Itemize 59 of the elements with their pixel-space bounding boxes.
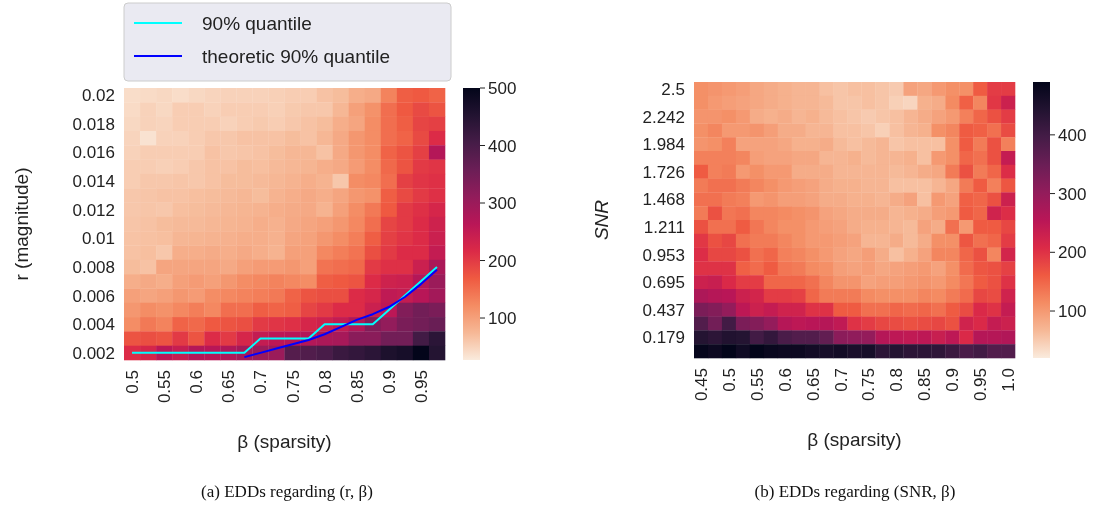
y-tick-label: 0.002: [72, 343, 115, 363]
color-bar-label: 100: [488, 309, 517, 329]
y-axis-title: r (magnitude): [11, 167, 32, 281]
y-tick-label: 0.008: [72, 257, 115, 277]
color-bar-label: 300: [1058, 184, 1087, 204]
y-tick-label: 1.726: [642, 162, 685, 182]
y-tick-label: 0.01: [81, 229, 115, 249]
y-tick-label: 0.02: [81, 86, 115, 106]
x-tick-label: 0.75: [859, 368, 879, 402]
text: (a) EDDs regarding (r, β): [201, 482, 373, 501]
text: (b) EDDs regarding (SNR, β): [754, 482, 956, 501]
x-tick-label: 0.55: [747, 368, 767, 402]
x-tick-label: 0.85: [347, 370, 367, 404]
x-tick-label: 1.0: [999, 368, 1019, 392]
x-tick-label: 0.5: [719, 368, 739, 392]
y-tick-label: 1.984: [642, 135, 685, 155]
x-tick-label: 0.95: [411, 370, 431, 404]
x-tick-label: 0.65: [219, 370, 239, 404]
y-tick-label: 0.016: [72, 143, 115, 163]
x-tick-label: 0.8: [315, 370, 335, 394]
color-bar-label: 400: [488, 136, 517, 156]
legend-label: theoretic 90% quantile: [202, 46, 391, 67]
x-tick-label: 0.6: [187, 370, 207, 394]
y-tick-label: 2.5: [661, 79, 685, 99]
x-tick-label: 0.95: [971, 368, 991, 402]
x-tick-label: 0.45: [691, 368, 711, 402]
color-bar-label: 300: [488, 194, 517, 214]
x-tick-label: 0.8: [887, 368, 907, 392]
y-tick-label: 0.004: [72, 315, 115, 335]
y-tick-label: 0.953: [642, 245, 685, 265]
x-tick-label: 0.7: [831, 368, 851, 392]
x-axis-title: β (sparsity): [237, 431, 332, 452]
color-bar-label: 200: [1058, 243, 1087, 263]
y-tick-label: 0.179: [642, 328, 685, 348]
y-tick-label: 0.012: [72, 200, 115, 220]
color-bar-label: 400: [1058, 125, 1087, 145]
x-tick-label: 0.7: [251, 370, 271, 394]
y-tick-label: 1.468: [642, 190, 685, 210]
y-tick-label: 0.437: [642, 300, 685, 320]
y-tick-label: 0.018: [72, 114, 115, 134]
y-tick-label: 0.695: [642, 273, 685, 293]
y-tick-label: 2.242: [642, 107, 685, 127]
y-tick-label: 1.211: [643, 217, 685, 237]
y-tick-label: 0.014: [72, 172, 115, 192]
x-tick-label: 0.55: [155, 370, 175, 404]
x-axis-title: β (sparsity): [807, 429, 902, 450]
y-axis-title: SNR: [591, 199, 612, 241]
x-tick-label: 0.65: [803, 368, 823, 402]
x-tick-label: 0.9: [943, 368, 963, 392]
color-bar-label: 500: [488, 79, 517, 98]
x-tick-label: 0.5: [123, 370, 143, 394]
color-bar-label: 200: [488, 251, 517, 271]
x-tick-label: 0.85: [915, 368, 935, 402]
x-tick-label: 0.9: [379, 370, 399, 394]
x-tick-label: 0.75: [283, 370, 303, 404]
y-tick-label: 0.006: [72, 286, 115, 306]
legend-label: 90% quantile: [202, 13, 312, 34]
x-tick-label: 0.6: [775, 368, 795, 392]
color-bar-label: 100: [1058, 302, 1087, 322]
